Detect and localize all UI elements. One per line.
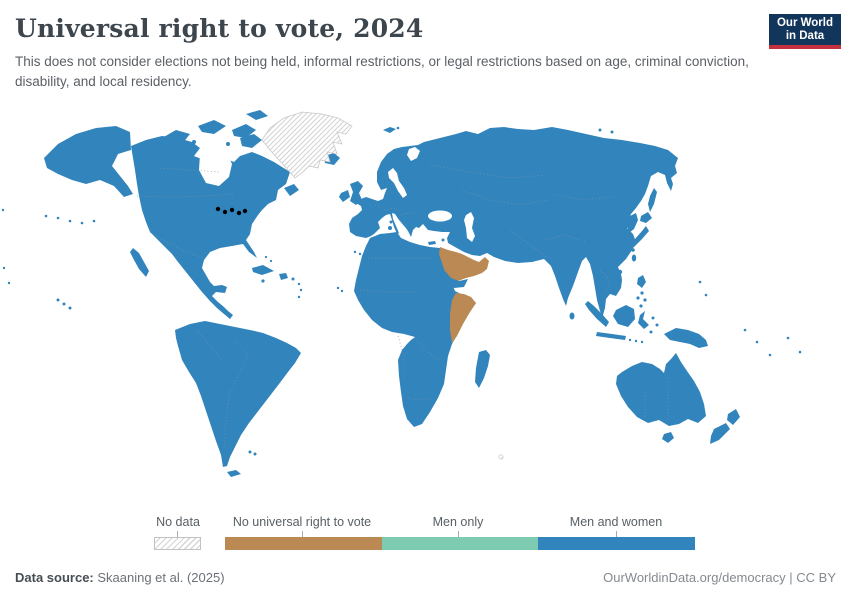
legend-tick-no-universal (302, 531, 303, 537)
legend-tick-men-and-women (616, 531, 617, 537)
legend-label-men-and-women: Men and women (569, 515, 663, 529)
legend-tick-men-only (458, 531, 459, 537)
map-region-yemen[interactable] (443, 271, 468, 288)
legend-bar (225, 537, 696, 550)
map-region-arabian-peninsula[interactable] (439, 247, 489, 284)
owid-logo-line2: in Data (785, 29, 825, 42)
page-title: Universal right to vote, 2024 (15, 14, 424, 43)
map-region-somalia[interactable] (450, 293, 476, 343)
legend-label-men-only: Men only (432, 515, 484, 529)
map-regions-no-universal[interactable] (439, 247, 489, 343)
legend-tick-no-data (177, 531, 178, 537)
legend-swatch-no-data[interactable] (154, 537, 201, 550)
map-region-men-and-women[interactable] (1, 110, 802, 477)
country-borders (136, 164, 669, 449)
legend-label-no-universal: No universal right to vote (232, 515, 372, 529)
page-subtitle: This does not consider elections not bei… (15, 54, 749, 89)
owid-logo-line1: Our World (776, 16, 833, 29)
owid-logo[interactable]: Our World in Data (769, 14, 841, 49)
data-source-value: Skaaning et al. (2025) (93, 570, 225, 585)
data-source: Data source: Skaaning et al. (2025) (15, 570, 225, 585)
legend-swatch-men-only[interactable] (381, 537, 539, 550)
map-region-kerguelen[interactable] (498, 454, 504, 460)
owid-footer-link[interactable]: OurWorldinData.org/democracy | CC BY (603, 570, 836, 585)
legend-swatch-men-and-women[interactable] (538, 537, 696, 550)
data-source-label: Data source: (15, 570, 94, 585)
map-region-greenland[interactable] (261, 111, 353, 179)
inland-seas (199, 144, 475, 242)
legend-swatch-no-universal[interactable] (225, 537, 382, 550)
legend-label-no-data: No data (156, 515, 200, 529)
